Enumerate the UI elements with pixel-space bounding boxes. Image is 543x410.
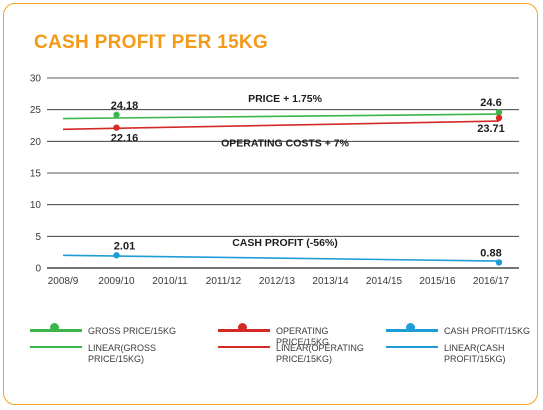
data-label: 0.88 [480, 247, 501, 259]
legend-swatch [30, 346, 82, 348]
legend-label: CASH PROFIT/15KG [444, 326, 531, 336]
x-tick-label: 2010/11 [152, 276, 188, 287]
x-tick-label: 2016/17 [473, 276, 510, 287]
legend-marker [406, 323, 415, 332]
x-tick-label: 2008/9 [48, 276, 79, 287]
y-tick-label: 10 [30, 200, 42, 211]
legend-marker [238, 323, 247, 332]
legend-label: OPERATING PRICE/15KG [276, 326, 330, 347]
legend-marker [50, 323, 59, 332]
trendline-cash [62, 254, 500, 262]
trendline-gross [62, 113, 500, 120]
data-point-operating [113, 124, 120, 131]
data-label: 22.16 [111, 133, 139, 145]
data-label: 24.18 [111, 100, 139, 112]
y-tick-label: 25 [30, 105, 42, 116]
chart-title: CASH PROFIT PER 15KG [34, 32, 269, 53]
legend-label: LINEAR(CASH PROFIT/15KG) [444, 343, 506, 364]
x-tick-label: 2011/12 [206, 276, 242, 287]
x-tick-label: 2012/13 [259, 276, 296, 287]
data-point-operating [495, 114, 503, 122]
y-tick-label: 0 [35, 264, 41, 275]
x-tick-label: 2013/14 [312, 276, 349, 287]
trendline-operating [62, 120, 500, 131]
y-tick-label: 20 [30, 137, 42, 148]
data-point-cash [495, 259, 503, 266]
legend-swatch [218, 346, 270, 348]
data-label: 24.6 [480, 97, 501, 109]
y-tick-label: 5 [35, 232, 41, 243]
chart-annotation: CASH PROFIT (-56%) [232, 237, 338, 249]
legend-label: LINEAR(OPERATING PRICE/15KG) [276, 343, 364, 364]
data-point-cash [113, 252, 120, 259]
x-tick-label: 2009/10 [98, 276, 135, 287]
data-point-gross [113, 111, 120, 119]
chart-card: CASH PROFIT PER 15KG [3, 3, 538, 405]
chart-annotation: PRICE + 1.75% [248, 93, 322, 105]
legend-label: LINEAR(GROSS PRICE/15KG) [88, 343, 157, 364]
x-tick-label: 2014/15 [366, 276, 403, 287]
data-label: 23.71 [477, 123, 505, 135]
x-tick-label: 2015/16 [419, 276, 456, 287]
legend-label: GROSS PRICE/15KG [88, 326, 177, 336]
chart-annotation: OPERATING COSTS + 7% [221, 137, 350, 149]
y-tick-label: 30 [30, 74, 42, 85]
data-point-gross [495, 109, 503, 116]
legend-swatch [386, 346, 438, 348]
data-label: 2.01 [114, 240, 135, 252]
y-tick-label: 15 [30, 169, 42, 180]
